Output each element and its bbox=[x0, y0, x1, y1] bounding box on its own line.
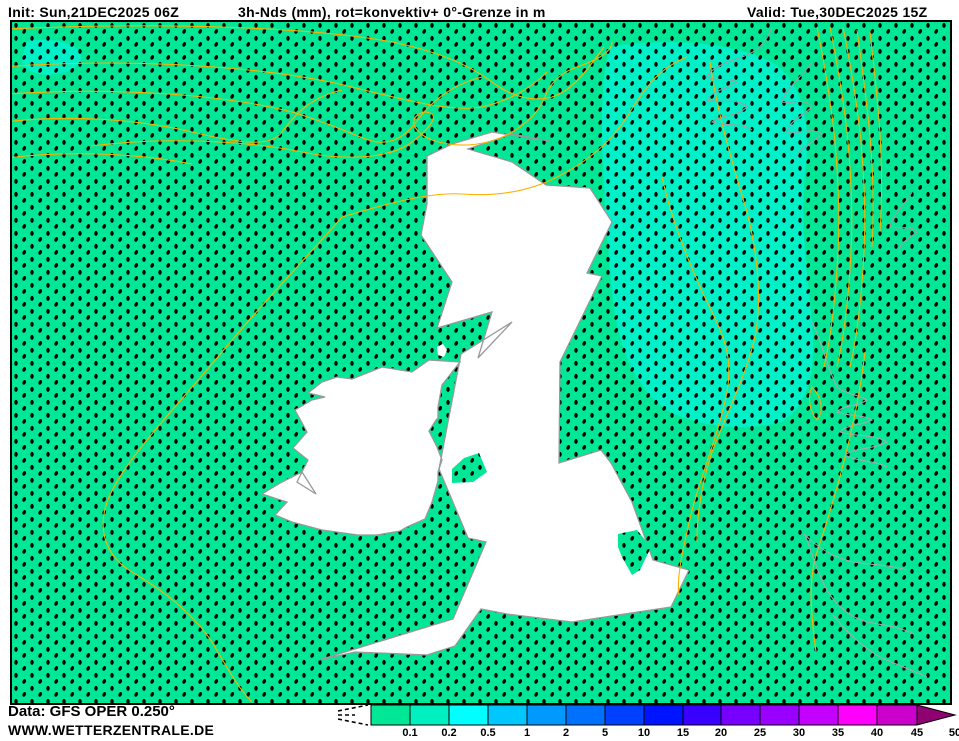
svg-text:0.5: 0.5 bbox=[480, 727, 495, 739]
svg-text:5: 5 bbox=[602, 727, 608, 739]
svg-text:10: 10 bbox=[638, 727, 650, 739]
svg-text:45: 45 bbox=[911, 727, 923, 739]
svg-text:25: 25 bbox=[754, 727, 766, 739]
svg-text:35: 35 bbox=[832, 727, 844, 739]
svg-text:15: 15 bbox=[677, 727, 689, 739]
svg-text:30: 30 bbox=[793, 727, 805, 739]
svg-text:0.1: 0.1 bbox=[402, 727, 417, 739]
svg-text:50: 50 bbox=[949, 727, 959, 739]
svg-text:1: 1 bbox=[524, 727, 530, 739]
svg-text:20: 20 bbox=[715, 727, 727, 739]
svg-text:40: 40 bbox=[871, 727, 883, 739]
svg-text:0.2: 0.2 bbox=[441, 727, 456, 739]
svg-text:2: 2 bbox=[563, 727, 569, 739]
